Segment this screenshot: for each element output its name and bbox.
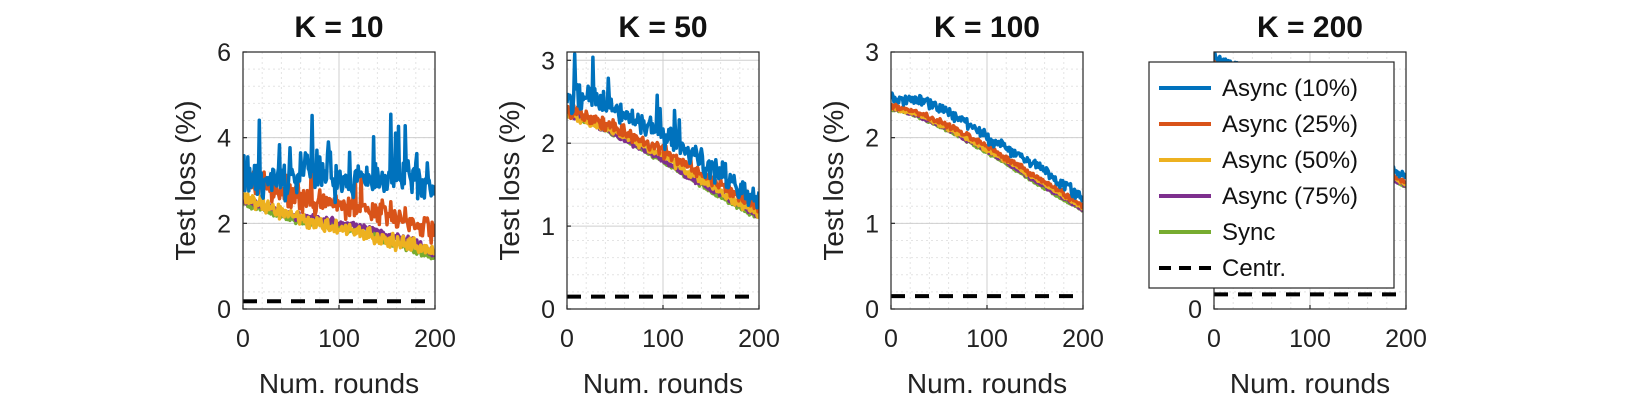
- y-tick-label: 4: [217, 125, 231, 153]
- series-line-async-10: [567, 52, 759, 210]
- legend-label: Sync: [1222, 219, 1275, 246]
- x-tick-label: 200: [738, 325, 780, 353]
- legend: Async (10%) Async (25%) Async (50%) Async (…: [1148, 61, 1395, 289]
- panel-k1: 0 100 200 0 1 2 3 K = 50 Num. rounds Test loss (%…: [494, 11, 780, 399]
- series-line-async-25: [891, 102, 1083, 210]
- y-tick-label: 2: [865, 125, 879, 153]
- y-tick-label: 0: [217, 296, 231, 324]
- series-line-async-10: [243, 112, 435, 205]
- x-axis-label: Num. rounds: [907, 368, 1067, 399]
- y-axis-label: Test loss (%): [170, 100, 201, 260]
- y-axis-label: Test loss (%): [494, 100, 525, 260]
- y-axis-label: Test loss (%): [818, 100, 849, 260]
- series-line-async-50: [243, 192, 435, 256]
- legend-label: Async (25%): [1222, 111, 1358, 138]
- y-tick-label: 0: [865, 296, 879, 324]
- x-tick-label: 200: [414, 325, 456, 353]
- y-tick-label: 2: [541, 130, 555, 158]
- y-tick-label: 0: [1188, 296, 1202, 324]
- x-tick-label: 0: [560, 325, 574, 353]
- y-tick-label: 3: [541, 47, 555, 75]
- legend-label: Async (75%): [1222, 183, 1358, 210]
- series-group: [567, 52, 759, 299]
- x-tick-label: 0: [884, 325, 898, 353]
- x-tick-label: 0: [1207, 325, 1221, 353]
- panel-title: K = 200: [1257, 11, 1363, 44]
- panel-title: K = 100: [934, 11, 1040, 44]
- x-tick-label: 100: [318, 325, 360, 353]
- x-tick-label: 0: [236, 325, 250, 353]
- x-tick-label: 100: [1289, 325, 1331, 353]
- y-tick-label: 6: [217, 39, 231, 67]
- y-tick-label: 3: [865, 39, 879, 67]
- legend-label: Async (50%): [1222, 147, 1358, 174]
- series-group: [243, 112, 435, 304]
- x-axis-label: Num. rounds: [259, 368, 419, 399]
- x-axis-label: Num. rounds: [1230, 368, 1390, 399]
- y-tick-label: 1: [865, 210, 879, 238]
- panel-title: K = 50: [618, 11, 707, 44]
- series-group: [891, 91, 1083, 299]
- legend-box: [1148, 61, 1395, 289]
- x-tick-label: 100: [642, 325, 684, 353]
- panel-k0: 0 100 200 0 2 4 6 K = 10 Num. rounds Test loss (%…: [170, 11, 456, 399]
- panel-k2: 0 100 200 0 1 2 3 K = 100 Num. rounds Test loss (…: [818, 11, 1104, 399]
- panel-title: K = 10: [294, 11, 383, 44]
- x-tick-label: 200: [1385, 325, 1427, 353]
- legend-label: Centr.: [1222, 255, 1286, 282]
- y-tick-label: 0: [541, 296, 555, 324]
- x-tick-label: 200: [1062, 325, 1104, 353]
- y-tick-label: 1: [541, 213, 555, 241]
- series-line-async-25: [243, 162, 435, 245]
- legend-label: Async (10%): [1222, 75, 1358, 102]
- series-line-async-10: [891, 91, 1083, 203]
- x-tick-label: 100: [966, 325, 1008, 353]
- x-axis-label: Num. rounds: [583, 368, 743, 399]
- y-tick-label: 2: [217, 210, 231, 238]
